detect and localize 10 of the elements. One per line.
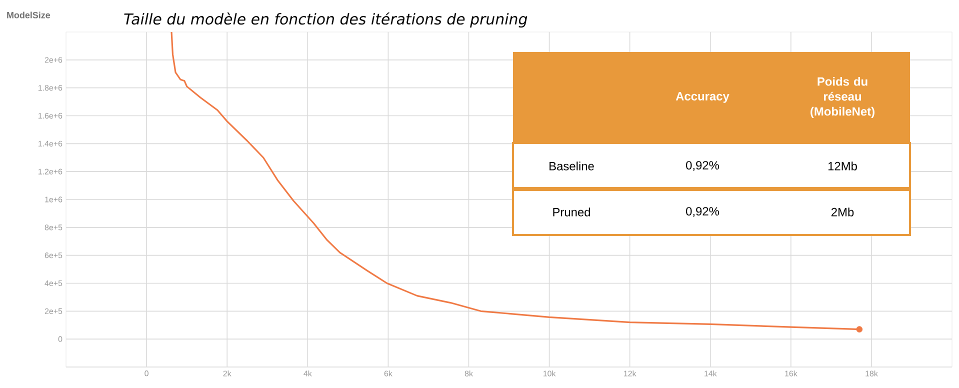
annotation: Baseline: [550, 162, 594, 170]
annotation: Accuracy: [676, 92, 730, 103]
annotation: 12Mb: [828, 162, 857, 170]
annotation: Poids du réseau (MobileNet): [810, 76, 874, 118]
y-axis-title: ModelSize: [7, 12, 50, 18]
annotation: 0,92%: [686, 161, 720, 171]
chart-title: Taille du modèle en fonction des itérations de pruning: [124, 12, 528, 28]
annotation: 2Mb: [831, 208, 854, 216]
annotation: 0,92%: [686, 207, 720, 217]
annotation: Pruned: [553, 208, 590, 216]
